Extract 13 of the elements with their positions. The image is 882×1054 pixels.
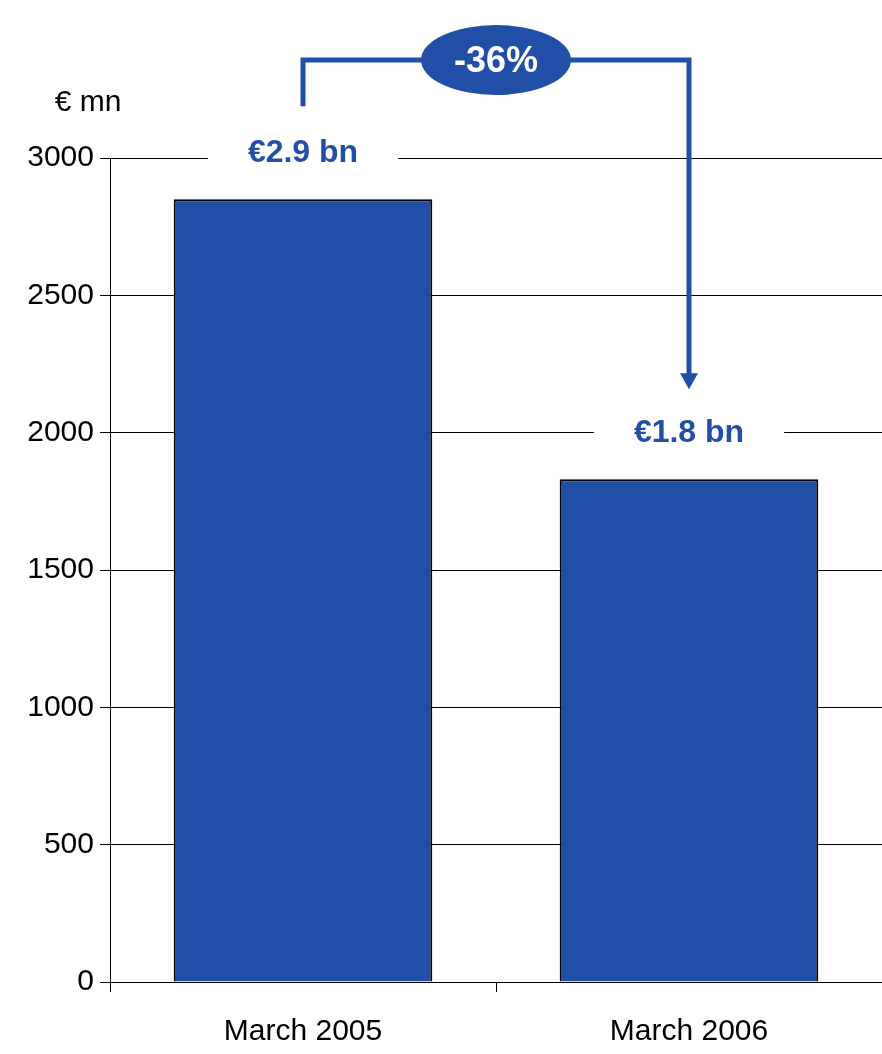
y-tick-label: 500 <box>43 825 94 859</box>
y-tick-label: 2500 <box>27 276 94 310</box>
x-tick-label: March 2006 <box>609 1013 769 1047</box>
annotation: €2.9 bn <box>247 133 359 170</box>
y-axis-title: € mn <box>54 84 122 118</box>
y-tick-label: 3000 <box>27 139 94 173</box>
text: -36% <box>421 25 571 95</box>
y-tick-label: 0 <box>77 963 94 997</box>
y-tick-label: 2000 <box>27 413 94 447</box>
y-tick-label: 1500 <box>27 551 94 585</box>
annotation: €1.8 bn <box>633 413 745 450</box>
y-tick-label: 1000 <box>27 688 94 722</box>
x-tick-label: March 2005 <box>223 1013 383 1047</box>
